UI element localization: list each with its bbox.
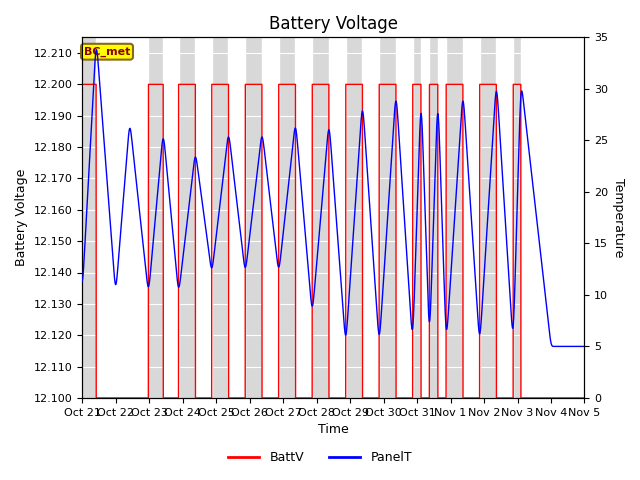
Bar [497,37,513,398]
Bar [521,37,584,398]
Y-axis label: Battery Voltage: Battery Voltage [15,169,28,266]
Bar [262,37,279,398]
Bar [228,37,245,398]
Bar [96,37,148,398]
Bar [296,37,312,398]
Bar [463,37,479,398]
Y-axis label: Temperature: Temperature [612,178,625,257]
Title: Battery Voltage: Battery Voltage [269,15,398,33]
Bar [396,37,413,398]
Bar [421,37,429,398]
Bar [329,37,346,398]
Bar [362,37,379,398]
Bar [195,37,212,398]
Bar [163,37,179,398]
Text: BC_met: BC_met [84,47,130,57]
Legend: BattV, PanelT: BattV, PanelT [223,446,417,469]
X-axis label: Time: Time [318,423,349,436]
Bar [438,37,446,398]
